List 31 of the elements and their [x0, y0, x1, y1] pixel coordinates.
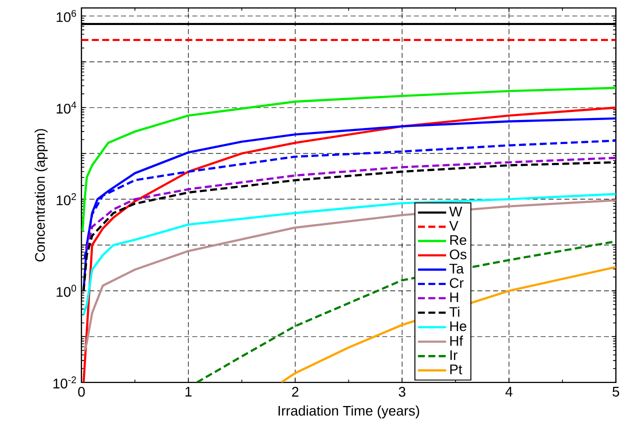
line-series	[84, 199, 616, 352]
legend-label: Ta	[449, 264, 464, 274]
legend-label: Ir	[450, 350, 458, 360]
line-series	[82, 117, 616, 292]
x-tick-label: 5	[612, 386, 620, 397]
legend-label: V	[449, 221, 458, 231]
legend-label: He	[450, 321, 466, 332]
y-axis-title: Concentration (appm)	[34, 129, 48, 262]
legend-label: W	[449, 206, 462, 216]
legend-label: Hf	[450, 336, 464, 346]
line-series	[86, 156, 616, 251]
y-tick-label: 10$^{0}$	[56, 284, 76, 297]
x-tick-label: 2	[292, 386, 298, 397]
x-tick-label: 4	[505, 386, 512, 396]
legend-label: Re	[450, 235, 466, 245]
x-axis-title: Irradiation Time (years)	[278, 405, 420, 418]
y-tick-label: 10$^{4}$	[56, 102, 76, 114]
x-tick-label: 3	[398, 386, 406, 397]
x-tick-label: 1	[186, 386, 192, 396]
legend-label: Ti	[449, 306, 460, 317]
x-tick-label: 0	[78, 386, 85, 397]
y-tick-label: 10$^{-2}$	[53, 376, 76, 388]
line-series	[82, 192, 616, 316]
legend-label: Cr	[450, 278, 464, 288]
legend-label: Pt	[450, 364, 462, 374]
y-tick-label: 10$^{2}$	[56, 193, 76, 206]
legend-label: H	[450, 292, 458, 302]
y-tick-label: 10$^{6}$	[56, 10, 76, 22]
line-series	[82, 106, 616, 382]
line-series	[81, 86, 616, 232]
legend-label: Os	[450, 249, 466, 260]
